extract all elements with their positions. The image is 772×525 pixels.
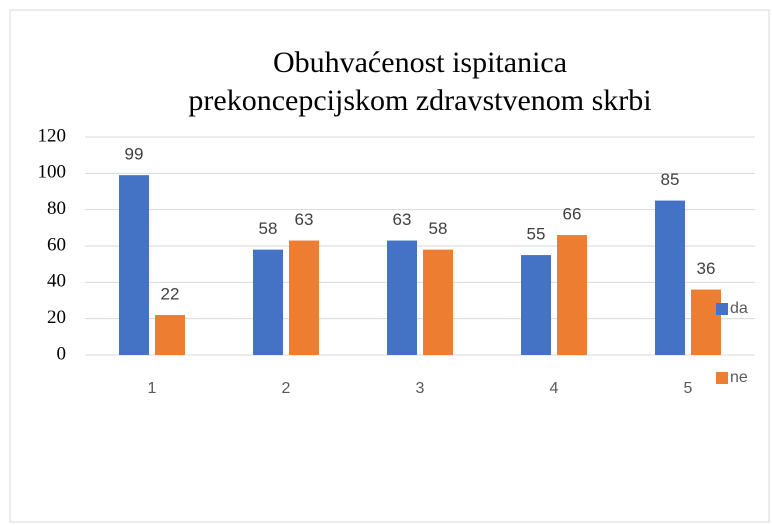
- legend-swatch: [716, 372, 728, 384]
- bar: [119, 175, 149, 355]
- x-tick-label: 3: [416, 380, 425, 397]
- y-tick-label: 100: [38, 162, 67, 183]
- x-tick-label: 1: [148, 380, 157, 397]
- y-tick-label: 60: [47, 234, 66, 255]
- data-label: 99: [125, 145, 144, 164]
- y-tick-label: 0: [57, 343, 67, 364]
- chart-title: prekoncepcijskom zdravstvenom skrbi: [188, 84, 651, 117]
- data-label: 58: [259, 219, 278, 238]
- data-label: 58: [429, 219, 448, 238]
- legend-swatch: [716, 303, 728, 315]
- data-label: 63: [295, 210, 314, 229]
- y-tick-label: 40: [47, 271, 66, 292]
- bar: [691, 289, 721, 355]
- data-label: 85: [661, 170, 680, 189]
- bar: [521, 255, 551, 355]
- legend-label: ne: [730, 369, 748, 386]
- bar: [387, 240, 417, 355]
- x-tick-label: 4: [550, 380, 559, 397]
- bar: [655, 200, 685, 355]
- y-tick-label: 120: [38, 125, 67, 146]
- bar: [289, 240, 319, 355]
- data-label: 22: [161, 285, 180, 304]
- y-tick-label: 20: [47, 307, 66, 328]
- data-label: 36: [697, 259, 716, 278]
- bar: [557, 235, 587, 355]
- bar: [253, 249, 283, 355]
- legend-label: da: [730, 300, 748, 317]
- x-tick-label: 2: [282, 380, 291, 397]
- data-label: 66: [563, 205, 582, 224]
- data-label: 63: [393, 210, 412, 229]
- bar: [155, 315, 185, 355]
- data-label: 55: [527, 225, 546, 244]
- bar: [423, 249, 453, 355]
- chart-title: Obuhvaćenost ispitanica: [273, 46, 567, 79]
- y-tick-label: 80: [47, 198, 66, 219]
- x-tick-label: 5: [684, 380, 693, 397]
